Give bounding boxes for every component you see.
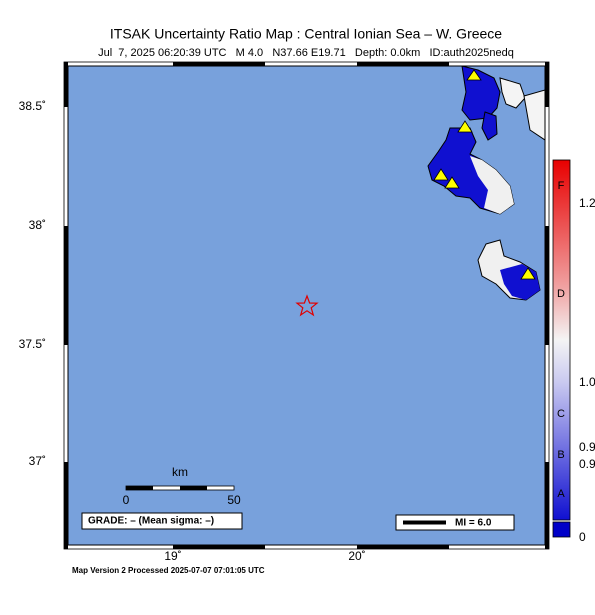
title: ITSAK Uncertainty Ratio Map : Central Io… <box>110 26 502 42</box>
epicenter <box>295 294 319 317</box>
grade-letter: A <box>557 488 565 500</box>
grade: GRADE: – (Mean sigma: –) <box>88 516 214 527</box>
station <box>433 168 449 181</box>
station <box>520 267 536 280</box>
scale-unit: km <box>172 465 188 479</box>
kefalonia-low <box>470 156 514 214</box>
scale-end: 50 <box>227 493 241 507</box>
colorbar-number: 0.9 <box>579 440 595 454</box>
lat-label: 38.5˚ <box>19 99 46 113</box>
mi-legend: MI = 6.0 <box>455 518 492 529</box>
island-ithaca <box>481 111 498 141</box>
lon-label: 19˚ <box>164 549 181 563</box>
island-meganisi <box>499 77 526 109</box>
lat-label: 38˚ <box>29 218 46 232</box>
lon-label: 20˚ <box>348 549 365 563</box>
colorbar-number: 1.0 <box>579 375 595 389</box>
mainland <box>523 89 545 141</box>
subtitle: Jul 7, 2025 06:20:39 UTC M 4.0 N37.66 E1… <box>98 47 514 59</box>
frame-ticks <box>64 62 549 549</box>
lat-label: 37.5˚ <box>19 337 46 351</box>
colorbar-number: 1.2 <box>579 196 595 210</box>
footer: Map Version 2 Processed 2025-07-07 07:01… <box>72 566 265 575</box>
scale-start: 0 <box>123 493 130 507</box>
station <box>444 176 460 189</box>
colorbar: F D C B A 1.2 1.0 0.9 0.9 0 <box>552 159 595 544</box>
grade-letter: C <box>557 408 565 420</box>
map-area: 38.5˚ 38˚ 37.5˚ 37˚ 19˚ 20˚ km 0 50 GRAD… <box>19 61 550 563</box>
grade-letter: D <box>557 288 565 300</box>
grade-letter: B <box>557 449 564 461</box>
scale-bar: km 0 50 <box>123 465 241 507</box>
station <box>457 120 473 133</box>
grade-letter: F <box>558 180 565 192</box>
station <box>466 69 482 81</box>
colorbar-number: 0.9 <box>579 457 595 471</box>
lat-label: 37˚ <box>29 454 46 468</box>
colorbar-number: 0 <box>579 530 586 544</box>
